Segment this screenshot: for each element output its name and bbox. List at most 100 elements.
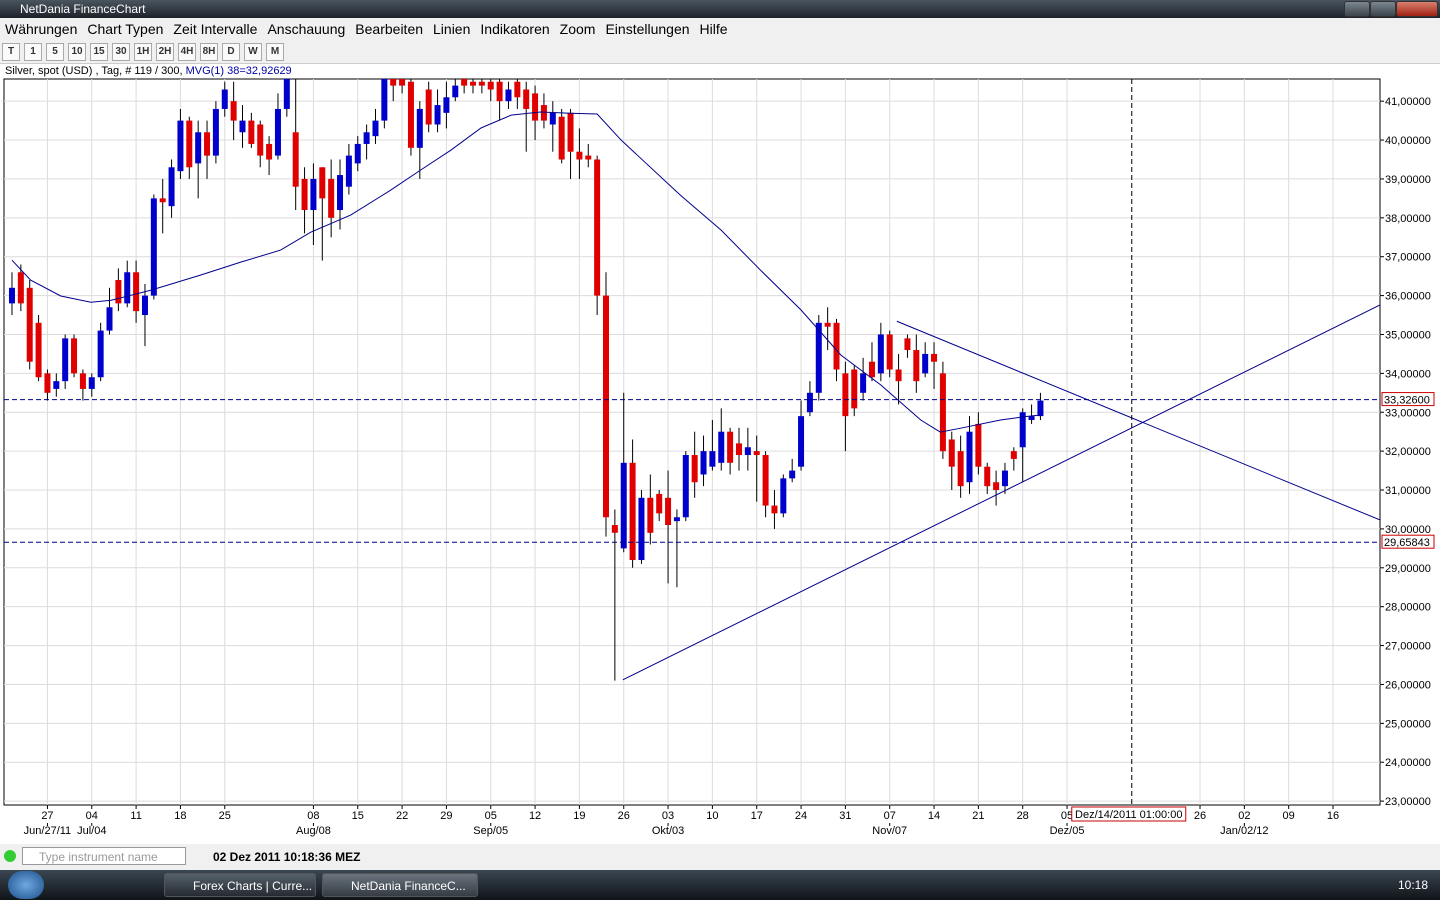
candle-body: [257, 124, 264, 156]
candle-body: [868, 361, 875, 378]
candle-body: [1037, 400, 1044, 417]
y-tick-label: 37,00000: [1385, 252, 1431, 264]
candle-body: [505, 89, 512, 102]
menu-item[interactable]: Bearbeiten: [355, 21, 424, 37]
interval-button[interactable]: W: [244, 42, 262, 61]
y-tick-label: 34,00000: [1385, 368, 1431, 380]
interval-button[interactable]: 5: [46, 42, 64, 61]
menu-item[interactable]: Einstellungen: [605, 21, 690, 37]
candle-body: [806, 392, 813, 413]
x-tick-label: 11: [130, 810, 141, 822]
candle-body: [922, 353, 929, 374]
candle-body: [939, 373, 946, 452]
x-month-label: Jun/27/11: [24, 825, 72, 837]
x-tick-label: 29: [440, 810, 452, 822]
x-tick-label: 12: [529, 810, 541, 822]
chart-info: Silver, spot (USD) , Tag, # 119 / 300, M…: [5, 64, 292, 78]
interval-button[interactable]: 1H: [134, 42, 152, 61]
interval-button[interactable]: 4H: [178, 42, 196, 61]
crosshair-label: Dez/14/2011 01:00:00: [1075, 809, 1182, 821]
interval-button[interactable]: 15: [90, 42, 108, 61]
menu-item[interactable]: Hilfe: [699, 21, 728, 37]
instrument-search[interactable]: Type instrument name: [22, 847, 186, 865]
status-bar: Type instrument name 02 Dez 2011 10:18:3…: [0, 844, 1440, 870]
candle-body: [833, 322, 840, 370]
candle-body: [700, 451, 707, 475]
candle-body: [957, 451, 964, 487]
candle-body: [798, 416, 805, 467]
candle-body: [452, 85, 459, 98]
candle-body: [195, 132, 202, 164]
taskbar-item[interactable]: Forex Charts | Curre...: [164, 873, 316, 897]
candle-body: [895, 369, 902, 382]
menu-item[interactable]: Zeit Intervalle: [173, 21, 258, 37]
x-tick-label: 09: [1283, 810, 1295, 822]
candle-body: [274, 108, 281, 156]
x-month-label: Jul/04: [77, 825, 106, 837]
menu-item[interactable]: Linien: [433, 21, 471, 37]
interval-button[interactable]: T: [2, 42, 20, 61]
title-bar: NetDania FinanceChart: [0, 0, 1440, 18]
candle-body: [656, 493, 663, 514]
close-button[interactable]: [1396, 1, 1438, 17]
interval-button[interactable]: 30: [112, 42, 130, 61]
interval-button[interactable]: 1: [24, 42, 42, 61]
candle-body: [239, 120, 246, 133]
candle-body: [948, 439, 955, 467]
x-tick-label: 31: [839, 810, 851, 822]
interval-button[interactable]: 8H: [200, 42, 218, 61]
candle-body: [212, 108, 219, 156]
candle-body: [966, 431, 973, 483]
menu-item[interactable]: Zoom: [559, 21, 596, 37]
candle-body: [789, 470, 796, 479]
candle-body: [17, 272, 24, 304]
trend-line: [896, 320, 1380, 521]
candle-body: [753, 451, 760, 456]
menu-item[interactable]: Anschauung: [267, 21, 346, 37]
x-tick-label: 10: [706, 810, 718, 822]
window-title: NetDania FinanceChart: [20, 2, 146, 16]
candle-body: [35, 322, 42, 378]
candle-body: [416, 108, 423, 148]
candle-body: [381, 79, 388, 121]
candle-body: [620, 462, 627, 549]
candle-body: [150, 198, 157, 296]
toolbar: T 1 5 10 15 30 1H 2H 4H 8H D W M: [0, 40, 1440, 64]
candle-body: [310, 178, 317, 211]
moving-average-line: [11, 111, 1041, 433]
candle-body: [470, 81, 477, 86]
candle-body: [204, 132, 211, 156]
y-tick-label: 26,00000: [1385, 679, 1431, 691]
menu-item[interactable]: Indikatoren: [480, 21, 550, 37]
y-tick-label: 38,00000: [1385, 213, 1431, 225]
candle-body: [363, 132, 370, 144]
x-tick-label: 18: [174, 810, 186, 822]
interval-button[interactable]: D: [222, 42, 240, 61]
interval-button[interactable]: M: [266, 42, 284, 61]
y-tick-label: 32,00000: [1385, 446, 1431, 458]
x-tick-label: 17: [751, 810, 763, 822]
candle-body: [71, 338, 78, 374]
interval-button[interactable]: 10: [68, 42, 86, 61]
menu-bar: Währungen Chart Typen Zeit Intervalle Ansch…: [0, 18, 1440, 40]
interval-button[interactable]: 2H: [156, 42, 174, 61]
indicator-label: MVG(1) 38=32,92629: [185, 65, 292, 77]
start-button[interactable]: [8, 871, 44, 899]
minimize-button[interactable]: [1344, 1, 1370, 17]
taskbar-item[interactable]: NetDania FinanceC...: [322, 873, 478, 897]
menu-item[interactable]: Chart Typen: [87, 21, 164, 37]
candle-body: [514, 81, 521, 98]
candle-body: [44, 373, 51, 393]
taskbar: Forex Charts | Curre... NetDania Finance…: [0, 870, 1440, 900]
x-tick-label: 05: [485, 810, 497, 822]
x-month-label: Jan/02/12: [1220, 825, 1268, 837]
maximize-button[interactable]: [1370, 1, 1396, 17]
x-tick-label: 22: [396, 810, 408, 822]
y-tick-label: 27,00000: [1385, 641, 1431, 653]
candle-body: [62, 338, 69, 382]
x-month-label: Okt/03: [652, 825, 684, 837]
candle-body: [594, 159, 601, 296]
candle-body: [638, 497, 645, 561]
menu-item[interactable]: Währungen: [5, 21, 78, 37]
candle-body: [611, 525, 618, 533]
